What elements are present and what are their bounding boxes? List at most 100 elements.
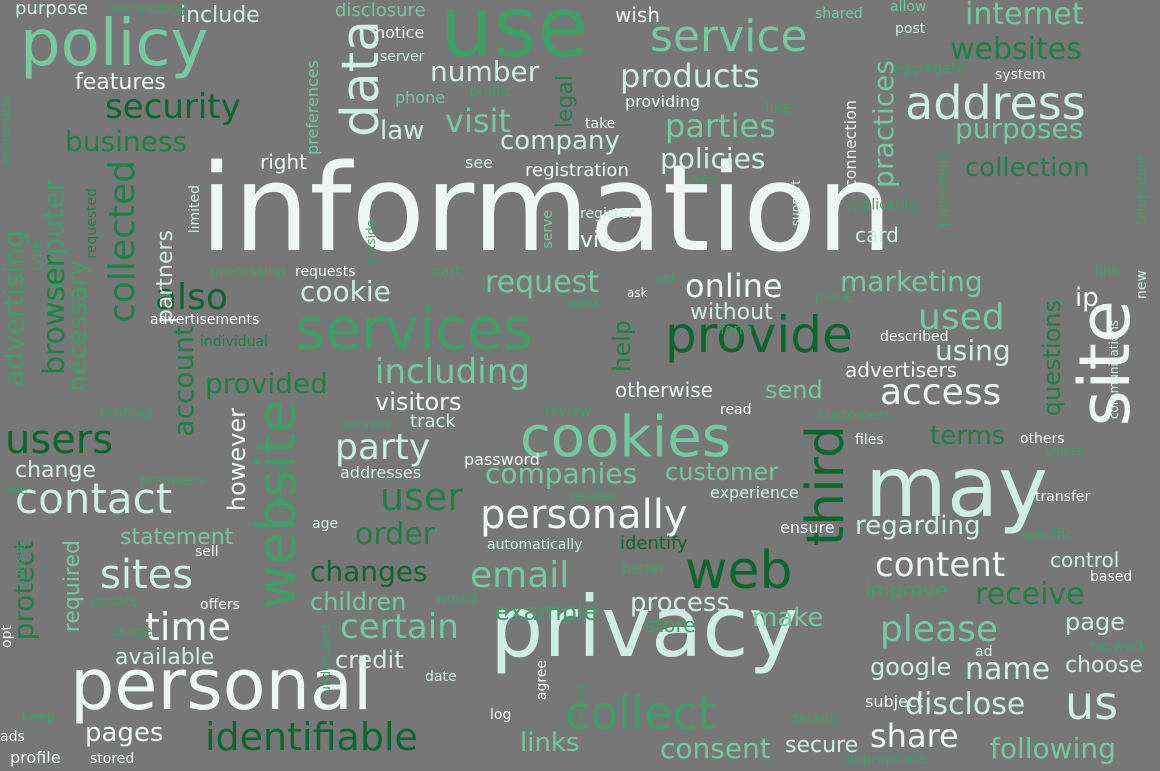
word-questions: questions [1038,300,1066,417]
word-form: form [720,322,753,338]
word-opt: opt [0,625,15,648]
word-privacy: privacy [490,578,799,676]
word-page: page [1065,608,1125,636]
word-rights: rights [565,296,600,310]
word-links: links [520,728,580,758]
word-files: files [855,432,884,448]
word-necessary: necessary [63,260,93,392]
word-keep: keep [22,709,56,725]
word-type: type [29,240,45,272]
word-providing: providing [625,92,700,111]
word-set: set [655,271,677,287]
word-visitors: visitors [375,388,462,416]
word-disclosure: disclosure [335,0,426,21]
word-protection: protection [936,155,952,227]
word-address: address [905,76,1086,130]
word-connection: connection [841,100,860,189]
word-read: read [720,402,752,418]
word-experience: experience [710,483,799,502]
word-advertisers: advertisers [845,358,958,382]
word-online: online [685,267,783,305]
word-send: send [765,376,823,404]
word-date: date [425,669,457,685]
word-pages: pages [85,718,164,748]
word-provide: provide [665,306,853,364]
word-ad: ad [975,644,993,660]
word-using: using [935,334,1011,367]
word-serve: serve [540,210,556,249]
word-provided: provided [205,367,328,400]
word-order: order [355,517,435,552]
word-ip: ip [1075,283,1099,313]
word-websites: websites [950,32,1082,67]
word-customer: customer [665,458,779,486]
word-business: business [65,125,188,158]
word-subject: subject [865,692,923,711]
word-certain: certain [340,607,459,647]
word-receive: receive [975,577,1085,612]
word-legal: legal [553,75,578,129]
word-service: service [650,11,808,62]
word-share: share [870,717,959,755]
word-allow: allow [890,0,927,15]
word-help: help [608,320,636,372]
word-details: details [790,711,837,727]
word-regarding: regarding [855,511,981,541]
word-applicable: applicable [845,197,917,213]
word-update: update [90,594,140,610]
word-practices: practices [867,60,900,188]
word-notice: notice [375,23,425,42]
word-providers: providers [140,473,206,489]
word-may: may [865,438,1049,536]
word-store: store [645,613,696,637]
word-cookie: cookie [300,275,391,308]
word-credit: credit [335,646,404,674]
word-user: user [380,475,463,519]
word-products: products [620,57,760,95]
word-others: others [1020,431,1065,447]
word-ensure: ensure [780,518,835,537]
word-otherwise: otherwise [615,378,713,402]
word-required: required [60,540,85,633]
word-sites: sites [100,552,194,598]
word-party: party [335,427,431,468]
word-visit: visit [445,102,511,140]
word-collection: collection [965,153,1090,183]
word-policies: policies [660,142,766,175]
word-contact: contact [15,474,173,523]
word-include: include [180,3,260,28]
word-cookies: cookies [520,405,731,470]
word-policy: policy [20,7,209,81]
word-used: used [918,297,1005,338]
word-processing: processing [210,264,286,280]
word-via: via [580,228,613,253]
word-advertising: advertising [0,230,30,387]
word-post: post [895,21,926,37]
word-however: however [223,408,251,512]
word-collect: collect [565,686,716,740]
word-place: place [815,289,853,305]
word-age: age [312,516,339,532]
word-improve: improve [865,578,947,602]
word-make: make [752,603,824,633]
word-collected: collected [102,160,143,323]
word-customers: customers [818,407,892,423]
word-public: public [470,84,513,100]
word-communications: communications [1107,320,1121,420]
word-use: use [440,0,589,76]
word-profile: profile [10,748,61,767]
word-telephone: telephone [1134,155,1150,226]
word-would: would [435,591,477,607]
word-web: web [685,541,793,601]
word-purpose: purpose [15,0,89,19]
word-time: time [145,605,231,649]
word-control: control [1050,548,1120,572]
word-right: right [260,150,307,174]
word-identify: identify [620,533,688,554]
word-account: account [167,325,200,437]
word-purposes: purposes [955,112,1084,145]
word-identifiable: identifiable [205,715,418,759]
word-including: including [375,352,530,392]
word-ads: ads [0,729,25,745]
word-based: based [1090,569,1133,585]
